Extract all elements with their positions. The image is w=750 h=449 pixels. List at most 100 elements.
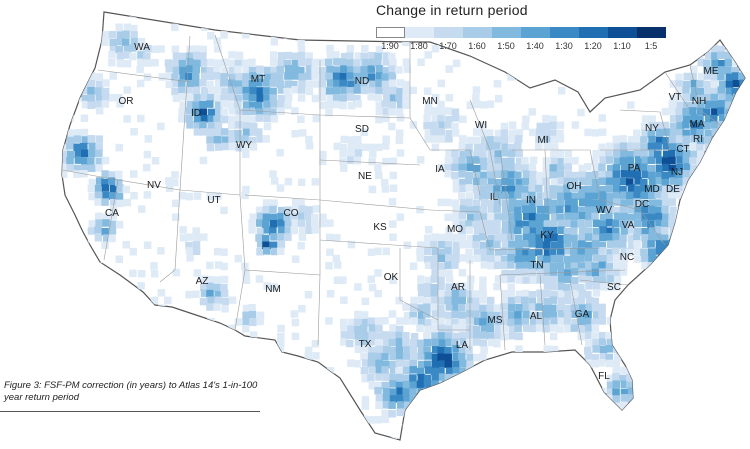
shaded-cell [347,93,355,101]
shaded-cell [172,268,181,277]
shaded-cell [556,205,564,214]
shaded-cell [388,401,396,409]
shaded-cell [620,150,628,158]
shaded-cell [346,59,355,67]
shaded-cell [255,359,263,367]
shaded-cell [620,338,629,347]
shaded-cell [577,108,585,117]
shaded-cell [431,353,440,362]
shaded-cell [529,317,538,326]
shaded-cell [409,86,418,95]
shaded-cell [220,248,228,256]
shaded-cell [501,240,510,249]
shaded-cell [507,73,515,81]
shaded-cell [599,283,608,291]
shaded-cell [298,437,307,440]
shaded-cell [620,170,629,178]
shaded-cell [459,240,467,249]
shaded-cell [515,261,523,270]
state-label-wa: WA [134,42,150,53]
shaded-cell [193,122,202,131]
shaded-cell [598,317,607,325]
shaded-cell [451,199,460,207]
shaded-cell [514,318,522,326]
shaded-cell [522,115,530,123]
shaded-cell [578,325,586,333]
shaded-cell [627,142,635,150]
shaded-cell [718,12,726,17]
shaded-cell [543,268,552,276]
shaded-cell [570,430,579,438]
shaded-cell [536,219,544,228]
shaded-cell [424,101,433,109]
shaded-cell [494,129,503,138]
shaded-cell [739,149,745,157]
shaded-cell [501,220,510,229]
shaded-cell [94,87,102,95]
shaded-cell [570,220,579,228]
shaded-cell [521,52,529,60]
shaded-cell [200,352,209,360]
shaded-cell [248,115,257,123]
shaded-cell [598,114,607,122]
shaded-cell [423,332,431,340]
shaded-cell [703,156,711,165]
shaded-cell [87,297,95,305]
shaded-cell [717,248,726,257]
shaded-cell [459,220,467,228]
shaded-cell [571,121,580,129]
shaded-cell [305,52,313,60]
shaded-cell [430,121,438,130]
shaded-cell [479,185,488,194]
shaded-cell [298,129,307,137]
shaded-cell [88,220,97,228]
shaded-cell [444,121,452,129]
shaded-cell [648,199,657,207]
shaded-cell [550,150,558,159]
shaded-cell [452,255,460,264]
shaded-cell [486,136,495,144]
shaded-cell [543,234,552,242]
shaded-cell [598,241,606,250]
shaded-cell [123,86,132,94]
shaded-cell [641,240,650,249]
shaded-cell [689,65,698,73]
shaded-cell [465,177,473,186]
shaded-cell [347,80,355,88]
shaded-cell [661,240,670,248]
shaded-cell [543,128,551,137]
shaded-cell [571,255,579,263]
shaded-cell [437,317,445,326]
shaded-cell [662,128,671,136]
shaded-cell [620,255,629,263]
shaded-cell [508,332,517,340]
shaded-cell [654,233,663,241]
shaded-cell [683,163,691,171]
shaded-cell [563,324,572,333]
shaded-cell [382,135,390,144]
shaded-cell [472,164,481,173]
shaded-cell [536,205,545,214]
shaded-cell [550,135,558,144]
shaded-cell [381,366,389,374]
shaded-cell [367,143,376,152]
shaded-cell [382,52,391,60]
shaded-cell [690,241,699,250]
shaded-cell [403,65,412,73]
state-label-va: VA [622,220,635,231]
shaded-cell [347,66,355,74]
shaded-cell [627,205,635,214]
shaded-cell [388,79,397,88]
shaded-cell [654,261,663,270]
shaded-cell [605,212,613,221]
shaded-cell [431,332,439,340]
shaded-cell [473,254,482,263]
shaded-cell [676,122,685,130]
shaded-cell [430,367,439,376]
shaded-cell [374,415,383,424]
shaded-cell [284,65,293,73]
shaded-cell [382,87,391,95]
shaded-cell [500,324,509,333]
shaded-cell [452,241,461,250]
shaded-cell [570,304,579,312]
